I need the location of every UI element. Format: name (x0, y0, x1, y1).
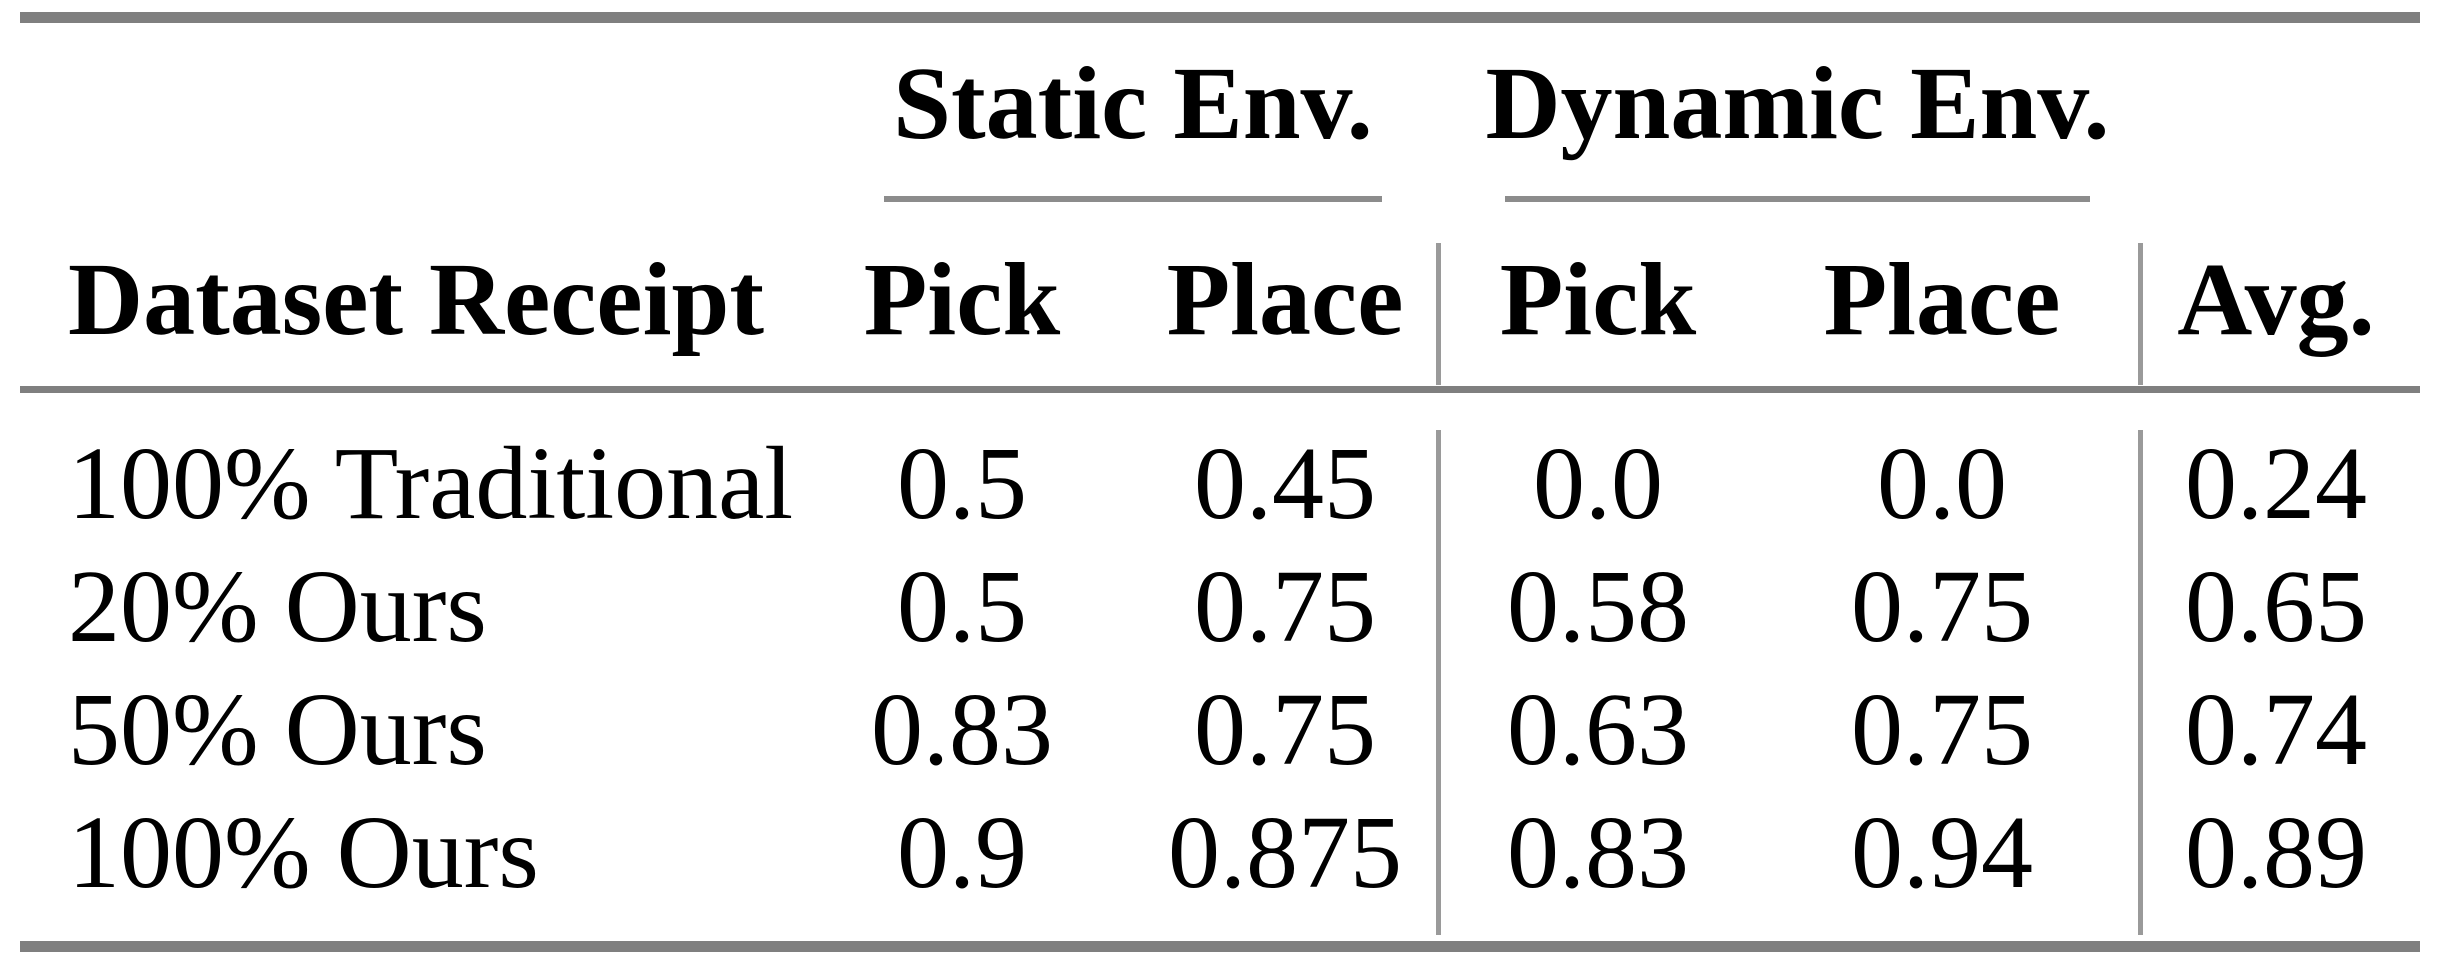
cell-static-pick: 0.5 (897, 426, 1027, 541)
table-header-rule (20, 386, 2420, 393)
table-body: 100% Traditional 0.5 0.45 0.0 0.0 0.24 2… (0, 422, 2440, 914)
cell-dynamic-pick: 0.63 (1507, 672, 1689, 787)
table-row: 100% Ours 0.9 0.875 0.83 0.94 0.89 (0, 791, 2440, 914)
cell-static-place: 0.75 (1194, 672, 1376, 787)
group-header-static-env: Static Env. (893, 45, 1373, 161)
column-separator-dynamic-avg-body (2138, 430, 2143, 935)
cell-avg: 0.65 (2185, 549, 2367, 664)
cell-dynamic-pick: 0.0 (1533, 426, 1663, 541)
column-header-dataset-receipt: Dataset Receipt (68, 241, 764, 357)
cell-dynamic-place: 0.94 (1851, 795, 2033, 910)
row-dataset-label: 100% Ours (68, 795, 539, 910)
row-dataset-label: 100% Traditional (68, 426, 794, 541)
dynamic-env-underline-rule (1505, 196, 2090, 202)
table-bottom-rule (20, 941, 2420, 952)
group-header-dynamic-env: Dynamic Env. (1485, 45, 2110, 161)
column-header-static-pick: Pick (863, 241, 1061, 357)
static-env-underline-rule (884, 196, 1382, 202)
table-row: 50% Ours 0.83 0.75 0.63 0.75 0.74 (0, 668, 2440, 791)
cell-avg: 0.89 (2185, 795, 2367, 910)
column-separator-static-dynamic-body (1436, 430, 1441, 935)
table-row: 100% Traditional 0.5 0.45 0.0 0.0 0.24 (0, 422, 2440, 545)
cell-avg: 0.74 (2185, 672, 2367, 787)
cell-dynamic-pick: 0.83 (1507, 795, 1689, 910)
row-dataset-label: 50% Ours (68, 672, 487, 787)
column-header-static-place: Place (1166, 241, 1404, 357)
column-separator-dynamic-avg-header (2138, 243, 2143, 385)
column-header-avg: Avg. (2177, 241, 2375, 357)
cell-dynamic-place: 0.0 (1877, 426, 2007, 541)
cell-static-pick: 0.5 (897, 549, 1027, 664)
column-separator-static-dynamic-header (1436, 243, 1441, 385)
cell-static-pick: 0.9 (897, 795, 1027, 910)
table-top-rule (20, 12, 2420, 23)
cell-dynamic-place: 0.75 (1851, 549, 2033, 664)
cell-dynamic-place: 0.75 (1851, 672, 2033, 787)
cell-static-pick: 0.83 (871, 672, 1053, 787)
cell-static-place: 0.875 (1168, 795, 1402, 910)
table-row: 20% Ours 0.5 0.75 0.58 0.75 0.65 (0, 545, 2440, 668)
cell-static-place: 0.45 (1194, 426, 1376, 541)
cell-dynamic-pick: 0.58 (1507, 549, 1689, 664)
column-header-dynamic-place: Place (1823, 241, 2061, 357)
cell-static-place: 0.75 (1194, 549, 1376, 664)
column-header-dynamic-pick: Pick (1499, 241, 1697, 357)
row-dataset-label: 20% Ours (68, 549, 487, 664)
cell-avg: 0.24 (2185, 426, 2367, 541)
